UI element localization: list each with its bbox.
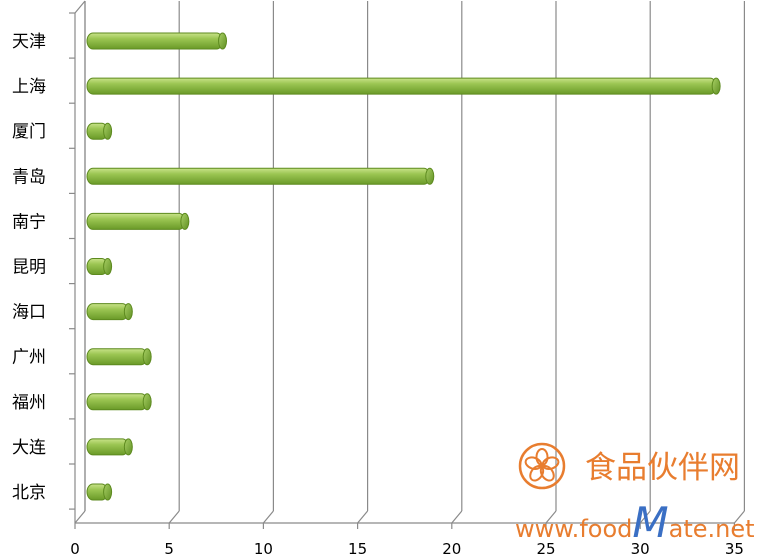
bar xyxy=(86,212,190,230)
bar xyxy=(86,303,133,321)
bar-body xyxy=(86,32,224,50)
bar xyxy=(86,258,113,275)
bar-body xyxy=(86,438,129,456)
tick-label: 10 xyxy=(254,540,273,556)
category-label: 北京 xyxy=(12,483,46,503)
bar-cap xyxy=(142,393,152,411)
tick-label: 20 xyxy=(442,540,461,556)
floor-gridline xyxy=(639,510,651,524)
bar-body xyxy=(86,348,148,366)
bar xyxy=(86,393,152,411)
floor-gridline xyxy=(74,510,86,524)
category-label: 海口 xyxy=(12,303,46,323)
bar-cap xyxy=(180,212,190,230)
category-label: 大连 xyxy=(12,438,46,458)
tick-label: 25 xyxy=(536,540,555,556)
category-label: 昆明 xyxy=(12,258,46,278)
bar xyxy=(86,483,113,501)
floor-gridline xyxy=(168,510,180,524)
bar xyxy=(86,77,721,95)
watermark: 食品伙伴网 www.foodMate.net xyxy=(515,442,755,547)
bar-body xyxy=(86,167,431,185)
bar-cap xyxy=(218,32,228,50)
bar-cap xyxy=(103,122,113,140)
bar-cap xyxy=(711,77,721,95)
floor-gridline xyxy=(545,510,557,524)
category-label: 广州 xyxy=(12,348,46,368)
tick-label: 30 xyxy=(631,540,650,556)
bar xyxy=(86,122,113,140)
category-label: 厦门 xyxy=(12,122,46,142)
bar-body xyxy=(86,212,186,230)
bar-body xyxy=(86,77,717,95)
floor-gridline xyxy=(357,510,369,524)
bar-body xyxy=(86,393,148,411)
tick-label: 35 xyxy=(725,540,744,556)
bar-cap xyxy=(103,258,113,275)
tick-label: 15 xyxy=(348,540,367,556)
watermark-url: www.foodMate.net xyxy=(515,498,755,547)
floor-gridline xyxy=(733,510,745,524)
side-wall-top xyxy=(74,0,86,14)
bar-cap xyxy=(142,348,152,366)
category-label: 福州 xyxy=(12,393,46,413)
bar-cap xyxy=(123,303,133,321)
bar xyxy=(86,32,228,50)
bar xyxy=(86,348,152,366)
tick-label: 5 xyxy=(164,540,174,556)
watermark-name: 食品伙伴网 xyxy=(585,450,740,486)
bar-cap xyxy=(123,438,133,456)
floor-gridline xyxy=(262,510,274,524)
bars xyxy=(86,32,721,501)
tick-label: 0 xyxy=(70,540,80,556)
bar-cap xyxy=(103,483,113,501)
flower-icon xyxy=(518,442,566,490)
category-label: 天津 xyxy=(12,32,46,52)
x-tick-labels: 0 5 10 15 20 25 30 35 xyxy=(70,540,744,556)
category-label: 上海 xyxy=(12,77,46,97)
bar xyxy=(86,167,435,185)
floor-gridline xyxy=(451,510,463,524)
category-label: 南宁 xyxy=(12,212,46,232)
bar-cap xyxy=(425,167,435,185)
bar xyxy=(86,438,133,456)
bar-body xyxy=(86,303,129,321)
category-label: 青岛 xyxy=(12,167,46,187)
